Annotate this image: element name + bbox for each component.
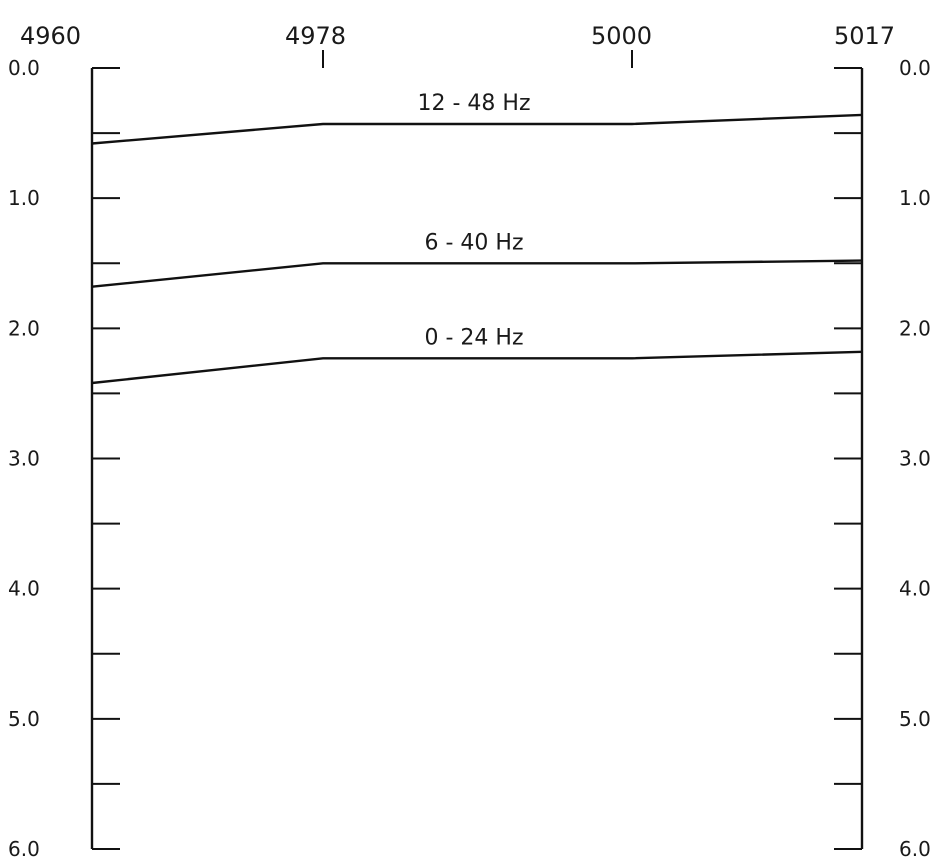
axes [90, 68, 864, 849]
series-lines [91, 113, 863, 385]
left-y-tick-label: 4.0 [8, 577, 40, 601]
right-y-tick-label: 4.0 [899, 577, 931, 601]
series-line [91, 113, 863, 145]
series-label: 6 - 40 Hz [425, 230, 524, 255]
left-y-tick-label: 2.0 [8, 316, 40, 340]
series-line [91, 350, 863, 385]
left-y-tick-label: 3.0 [8, 447, 40, 471]
left-y-tick-label: 0.0 [8, 56, 40, 80]
series-label: 0 - 24 Hz [425, 325, 524, 350]
x-tick-label: 5017 [834, 22, 895, 50]
series-label: 12 - 48 Hz [418, 91, 531, 116]
right-y-tick-label: 0.0 [899, 56, 931, 80]
right-y-tick-label: 2.0 [899, 316, 931, 340]
left-y-tick-label: 6.0 [8, 837, 40, 859]
right-y-tick-label: 3.0 [899, 447, 931, 471]
right-y-tick-label: 6.0 [899, 837, 931, 859]
left-y-tick-label: 1.0 [8, 186, 40, 210]
x-tick-label: 5000 [591, 22, 652, 50]
left-y-tick-label: 5.0 [8, 707, 40, 731]
x-tick-label: 4978 [285, 22, 346, 50]
series-line [91, 259, 863, 288]
right-y-tick-label: 5.0 [899, 707, 931, 731]
x-tick-label: 4960 [20, 22, 81, 50]
right-y-tick-label: 1.0 [899, 186, 931, 210]
ticks [92, 50, 862, 850]
